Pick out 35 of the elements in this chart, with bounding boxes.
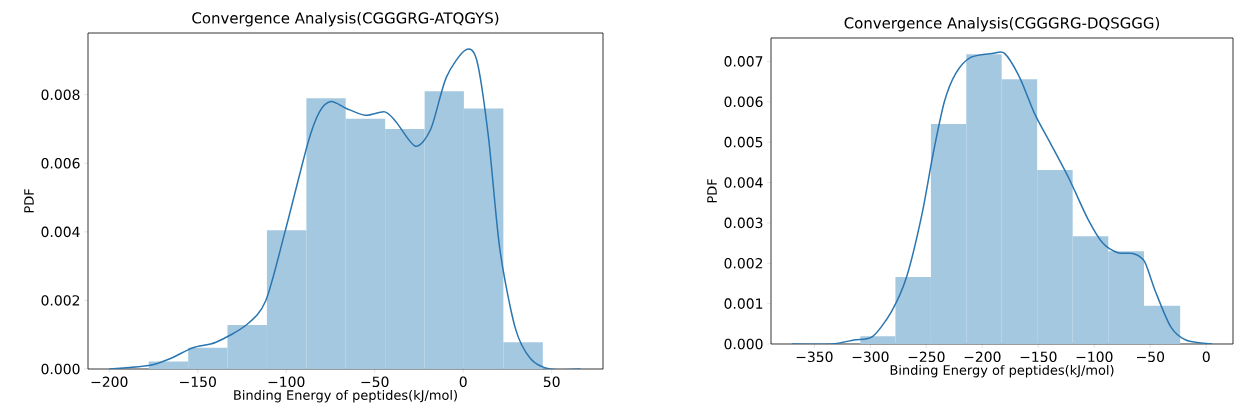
- chart-title: Convergence Analysis(CGGGRG-DQSGGG): [844, 17, 1160, 32]
- x-tick-label: 0: [459, 376, 467, 388]
- x-axis-title: Binding Energy of peptides(kJ/mol): [890, 364, 1114, 378]
- y-tick-label: 0.003: [724, 217, 763, 229]
- y-axis-title: PDF: [707, 179, 717, 203]
- y-tick-label: 0.002: [724, 257, 763, 269]
- line-series: [108, 48, 582, 369]
- x-axis-title: Binding Energy of peptides(kJ/mol): [234, 389, 457, 403]
- x-tick-label: −150: [1020, 351, 1057, 363]
- x-tick-label: −50: [361, 376, 389, 388]
- x-tick-label: −200: [964, 351, 1001, 363]
- x-tick-label: −150: [180, 376, 216, 388]
- y-axis-title: PDF: [24, 189, 34, 213]
- x-tick-label: −300: [852, 351, 889, 363]
- x-tick-label: −350: [796, 351, 833, 363]
- y-tick-label: 0.006: [41, 158, 80, 169]
- y-tick-label: 0.008: [41, 89, 80, 100]
- y-tick-label: 0.004: [41, 226, 80, 238]
- x-tick-label: 50: [543, 376, 560, 388]
- x-tick-label: −200: [91, 376, 128, 388]
- y-tick-label: 0.007: [724, 56, 763, 67]
- x-tick-label: 0: [1202, 351, 1210, 363]
- x-tick-label: −100: [268, 376, 305, 388]
- y-tick-label: 0.000: [41, 363, 80, 375]
- y-tick-label: 0.004: [724, 177, 763, 188]
- x-tick-label: −250: [908, 351, 945, 363]
- y-tick-label: 0.005: [724, 136, 763, 148]
- y-tick-label: 0.006: [724, 96, 763, 108]
- x-tick-label: −100: [1076, 351, 1113, 363]
- y-tick-label: 0.002: [41, 295, 80, 306]
- chart-title: Convergence Analysis(CGGGRG-ATQGYS): [192, 12, 499, 27]
- x-tick-label: −50: [1137, 351, 1165, 363]
- y-tick-label: 0.000: [724, 338, 763, 350]
- line-series: [791, 51, 1214, 344]
- y-tick-label: 0.001: [724, 298, 763, 309]
